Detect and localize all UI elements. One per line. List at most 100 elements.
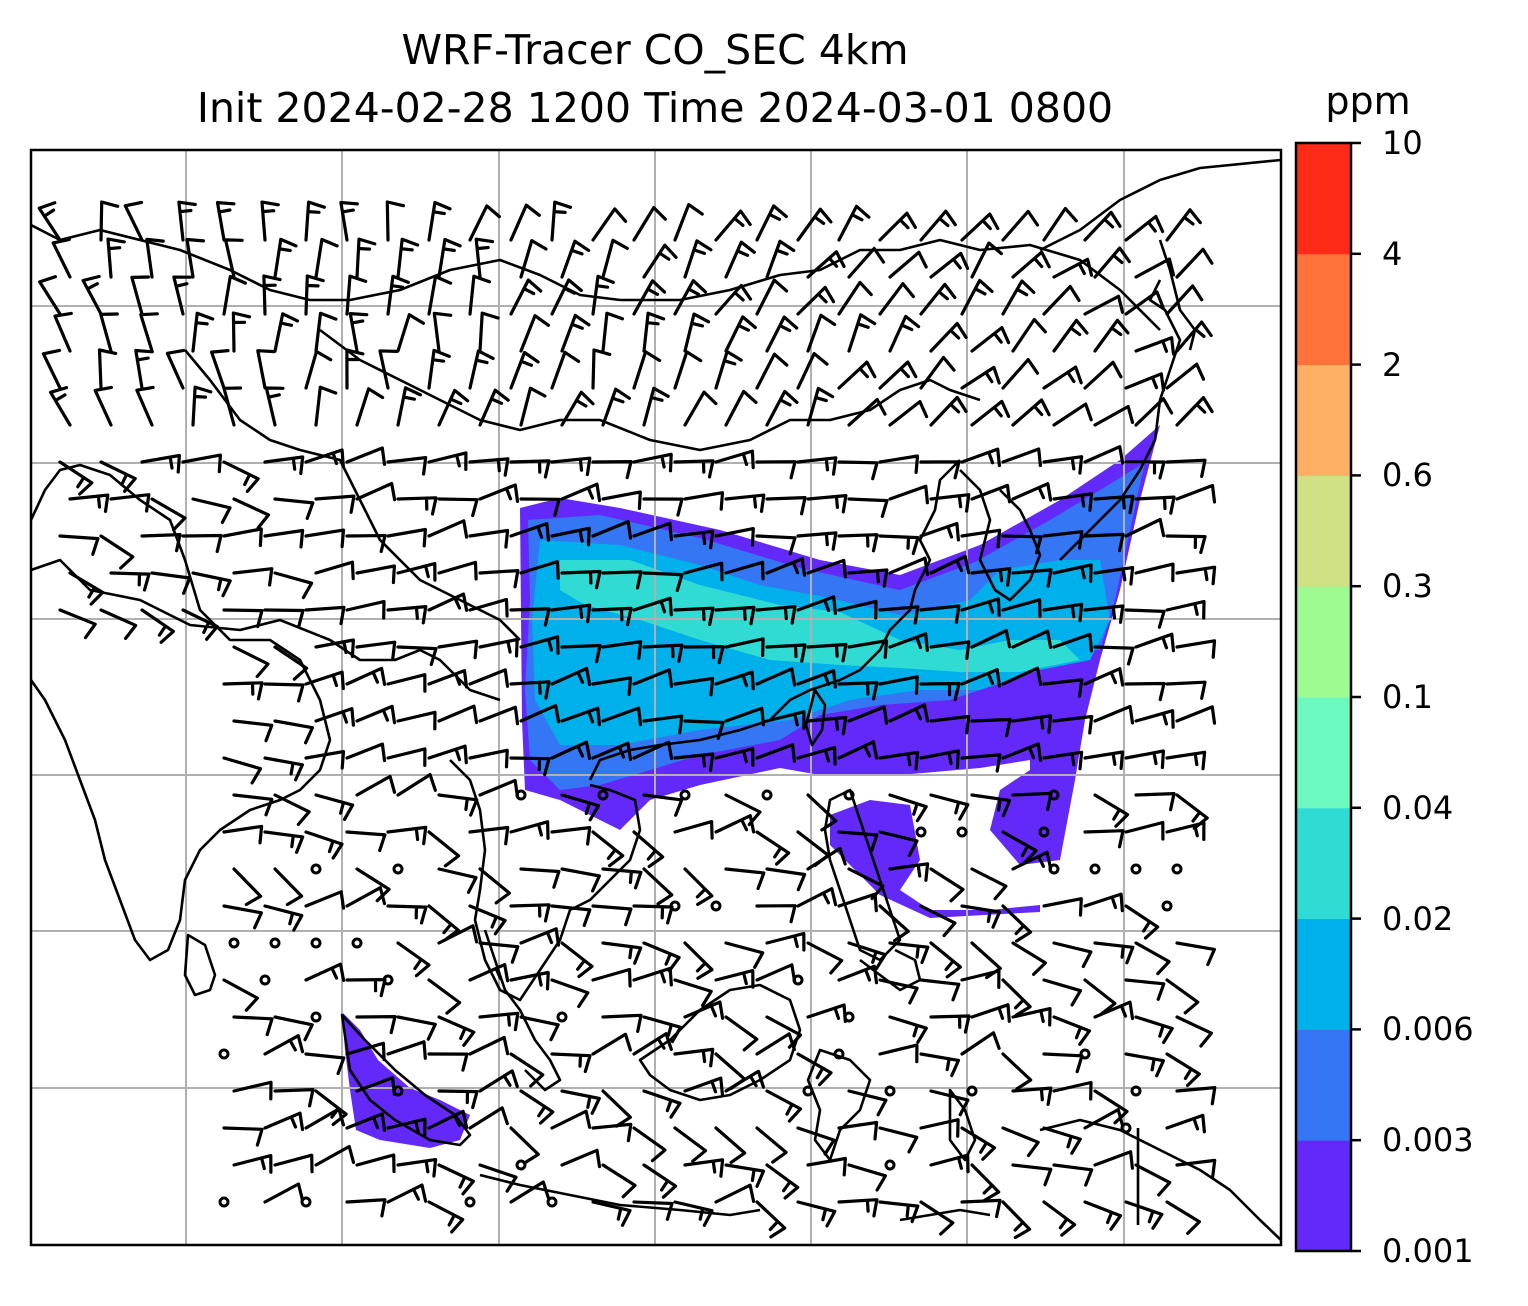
wind-barb [888,484,929,505]
wind-barb [314,638,355,659]
tracer-region-sumatra [342,1012,470,1148]
wind-barb [550,740,592,760]
wind-barb [683,561,724,582]
wind-barb [1175,1158,1217,1179]
wind-barb [550,666,592,687]
wind-barb [847,246,886,279]
wind-barb [765,1089,803,1123]
wind-barb [304,890,346,910]
wind-barb [145,237,165,279]
calm-wind-marker [259,974,271,986]
wind-barb [755,278,789,316]
wind-barb [714,814,756,834]
wind-barb [468,1035,510,1056]
wind-barb [396,1015,437,1041]
wind-barb [724,867,766,891]
calm-wind-marker [269,937,281,949]
wind-barb [550,603,592,624]
wind-barb [396,941,431,978]
wind-barb [1011,941,1047,976]
calm-wind-marker [1161,900,1173,912]
calm-wind-marker [833,1048,845,1060]
wind-barb [314,311,338,353]
wind-barb [673,820,714,840]
wind-barb [591,207,628,242]
wind-barb [919,749,960,769]
wind-barb [304,1052,346,1076]
wind-barb [1083,978,1117,1016]
wind-barb [796,669,837,689]
wind-barb [519,635,560,655]
wind-barb [796,207,833,242]
wind-barb [1093,1150,1134,1170]
wind-barb [1134,257,1176,279]
wind-barb [427,669,469,689]
wind-barb [437,793,479,817]
wind-barb [304,962,346,982]
wind-barb [232,1015,274,1037]
wind-barb [427,519,469,539]
wind-barb [1011,482,1053,502]
wind-barb [765,239,796,279]
coastline-indochina [449,759,642,1002]
wind-barb [837,740,879,760]
wind-barb [386,1183,428,1204]
wind-barb [345,599,386,620]
wind-barb [724,1015,759,1052]
wind-barb [888,793,928,823]
wind-barb [683,1000,725,1020]
wind-barb [314,560,355,581]
wind-barb [519,1015,560,1042]
wind-barb [222,904,263,930]
calm-wind-marker [1089,863,1101,875]
wind-barb [304,605,346,626]
wind-barb [673,459,715,479]
wind-barb [355,564,396,585]
wind-barb [1001,830,1038,865]
wind-barb [1175,1015,1213,1048]
wind-barb [929,1014,971,1034]
wind-barb [642,1015,683,1044]
wind-barb [1165,284,1204,316]
colorbar-segment [1296,918,1351,1030]
wind-barb [386,904,428,925]
wind-barb [181,608,219,641]
wind-barb [1011,714,1053,734]
wind-barb [191,571,232,598]
wind-barb [1165,458,1207,478]
wind-barb [765,496,807,516]
wind-barb [345,1112,387,1132]
wind-barb [222,527,263,547]
wind-barb [345,446,387,466]
wind-barb [1001,279,1036,316]
wind-barb [550,200,573,242]
wind-barb [1134,709,1175,729]
wind-barb [273,1015,314,1042]
wind-barb [1124,681,1166,702]
wind-barb [386,1117,427,1138]
wind-barb [970,867,1008,901]
wind-barb [919,904,957,938]
wind-barb [210,349,230,390]
wind-barb [724,1163,766,1188]
map-title-line1: WRF-Tracer CO_SEC 4km [401,26,909,74]
wind-barb [1052,714,1094,735]
wind-barb [878,904,910,943]
wind-barb [1175,396,1214,427]
wind-barb [222,681,264,701]
wind-barb [970,941,1002,980]
wind-barb [1011,1007,1052,1027]
wind-barb [273,1153,314,1174]
wind-barb [929,941,962,979]
calm-wind-marker [1038,826,1050,838]
calm-wind-marker [310,937,322,949]
wind-barb [888,941,930,965]
wind-barb [796,1200,837,1228]
wind-barb [673,606,715,626]
calm-wind-marker [1079,1048,1091,1060]
wind-barb [165,348,186,390]
wind-barb [1093,1000,1135,1021]
wind-barb [68,493,110,513]
wind-barb [714,747,755,767]
wind-barb [683,239,713,279]
